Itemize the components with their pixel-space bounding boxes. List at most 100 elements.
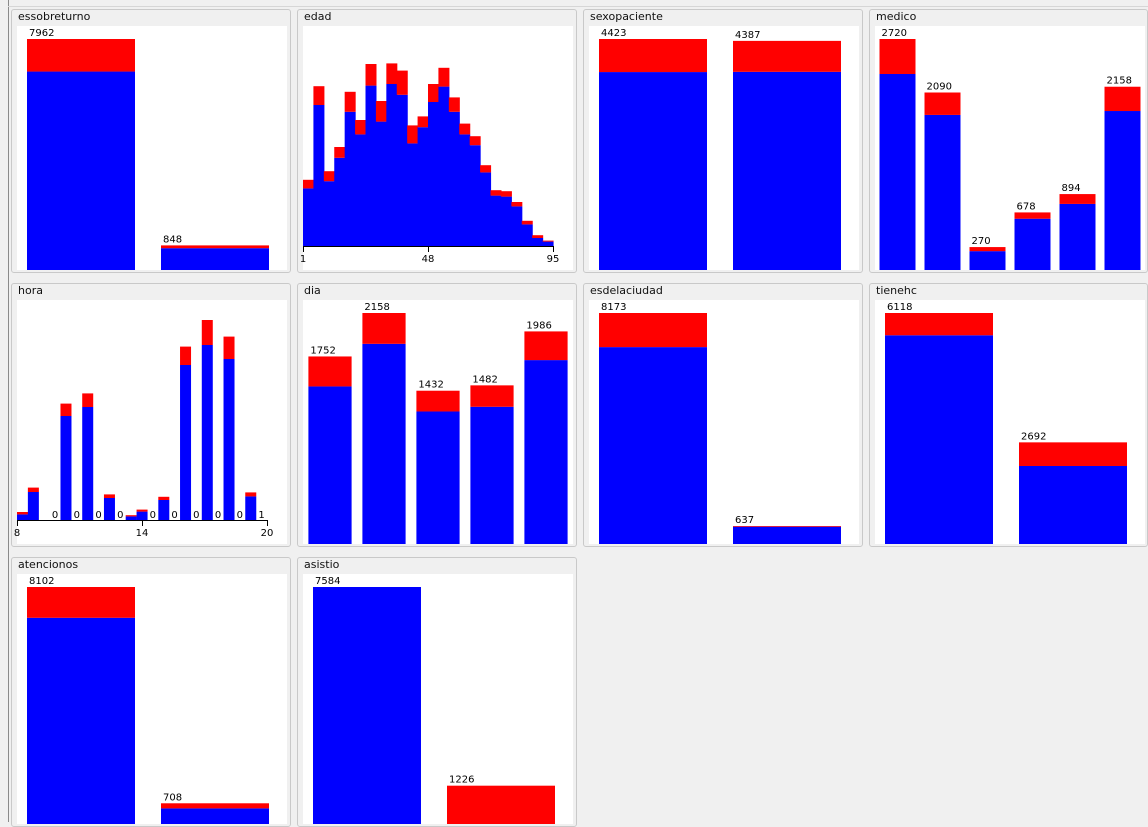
- bar-blue: [416, 411, 460, 544]
- panel-title: essobreturno: [18, 10, 91, 23]
- bin-label: 0: [52, 510, 58, 521]
- bar-blue: [1104, 111, 1141, 271]
- x-tick-label: 1: [300, 254, 306, 265]
- bar-blue: [879, 73, 916, 270]
- bar-red: [733, 525, 841, 527]
- hist-bin-blue: [375, 121, 387, 246]
- bar-blue: [470, 406, 514, 544]
- bar-value-label: 4423: [601, 28, 626, 39]
- hist-bin-blue: [448, 111, 460, 246]
- panel-title: medico: [876, 10, 917, 23]
- hist-bin-blue: [223, 359, 235, 520]
- bar-blue: [599, 347, 707, 544]
- hist-bin-red: [469, 136, 481, 146]
- bar-blue: [969, 251, 1006, 270]
- bar-value-label: 8102: [29, 576, 54, 587]
- bin-label: 0: [193, 510, 199, 521]
- hist-bin-red: [303, 179, 314, 189]
- hist-bin-blue: [542, 241, 554, 246]
- panel-title: atencionos: [18, 558, 79, 571]
- panel-title: tienehc: [876, 284, 917, 297]
- hist-bin-red: [365, 64, 377, 86]
- hist-bin-blue: [158, 500, 170, 520]
- hist-bin-blue: [82, 407, 94, 520]
- hist-bin-red: [103, 494, 115, 498]
- panel-title: dia: [304, 284, 321, 297]
- chart-dia: 1752 2158 1432 1482 1986: [308, 302, 568, 544]
- bar-blue: [733, 71, 841, 270]
- panel-sexopaciente: sexopaciente 4423 4387: [583, 9, 863, 273]
- bar-value-label: 1432: [418, 380, 443, 391]
- hist-bin-blue: [365, 85, 377, 246]
- hist-bin-red: [438, 67, 450, 87]
- bar-red: [1104, 86, 1141, 112]
- panel-atencionos: atencionos 8102 708: [11, 557, 291, 827]
- bar-red: [27, 39, 135, 72]
- bar-blue: [885, 335, 993, 544]
- chart-edad: 1 48 95: [300, 63, 559, 265]
- bar-value-label: 1226: [449, 775, 474, 786]
- bar-blue: [599, 72, 707, 270]
- bar-value-label: 1752: [310, 345, 335, 356]
- bar-red: [1019, 442, 1127, 466]
- panel-title: sexopaciente: [590, 10, 663, 23]
- hist-bin-blue: [532, 238, 544, 246]
- bar-value-label: 4387: [735, 30, 760, 41]
- chart-hora: 0 0 0 0 0 0 0 0 0 1 8 14 20: [14, 320, 274, 539]
- hist-bin-blue: [459, 134, 471, 246]
- hist-bin-red: [136, 509, 148, 512]
- hist-bin-red: [542, 240, 554, 242]
- hist-bin-blue: [355, 134, 367, 246]
- plot-area: 1 48 95: [300, 26, 573, 270]
- hist-bin-blue: [103, 498, 115, 520]
- hist-bin-blue: [490, 195, 502, 246]
- bar-value-label: 637: [735, 515, 754, 526]
- plot-area: 2720 2090 270 678 894 2158: [875, 26, 1145, 271]
- hist-bin-blue: [521, 224, 533, 246]
- panel-asistio: asistio 7584 1226: [297, 557, 577, 827]
- hist-bin-red: [407, 125, 419, 144]
- hist-bin-blue: [323, 181, 335, 246]
- chart-sexopaciente: 4423 4387: [599, 28, 841, 270]
- hist-bin-red: [82, 393, 94, 407]
- hist-bin-blue: [344, 111, 356, 246]
- x-tick-label: 8: [14, 528, 20, 539]
- bin-label: 0: [150, 510, 156, 521]
- x-tick-label: 20: [261, 528, 274, 539]
- hist-bin-red: [511, 202, 523, 207]
- bar-red: [599, 39, 707, 73]
- bar-blue: [27, 71, 135, 270]
- bar-red: [924, 92, 961, 115]
- bar-blue: [524, 360, 568, 544]
- hist-bin-blue: [313, 105, 325, 246]
- hist-bin-red: [60, 403, 72, 416]
- chart-essobreturno: 7962 848: [27, 28, 269, 270]
- bar-value-label: 848: [163, 234, 182, 245]
- bar-value-label: 2692: [1021, 431, 1046, 442]
- bar-value-label: 2720: [882, 28, 907, 39]
- chart-medico: 2720 2090 270 678 894 2158: [879, 28, 1141, 271]
- hist-bin-red: [375, 101, 387, 122]
- hist-bin-red: [180, 346, 192, 365]
- bar-blue: [27, 617, 135, 824]
- plot-area: 8102 708: [17, 574, 287, 824]
- bar-blue: [1019, 465, 1127, 544]
- bar-red: [879, 39, 916, 74]
- hist-bin-red: [490, 190, 502, 196]
- bar-blue: [924, 114, 961, 271]
- hist-bin-red: [223, 336, 235, 359]
- bin-label: 1: [258, 510, 264, 521]
- bar-blue: [161, 808, 269, 824]
- bar-blue: [1059, 203, 1096, 270]
- hist-bin-blue: [438, 86, 450, 246]
- bar-red: [161, 245, 269, 249]
- hist-bin-blue: [17, 514, 28, 520]
- hist-bin-blue: [480, 172, 492, 246]
- panel-title: hora: [18, 284, 43, 297]
- panel-hora: hora 0 0 0 0 0 0 0 0 0 1 8 14 20: [11, 283, 291, 547]
- hist-bin-red: [313, 86, 325, 105]
- bar-red: [308, 356, 352, 387]
- hist-bin-red: [521, 220, 533, 225]
- bar-value-label: 2158: [364, 302, 389, 313]
- plot-area: 0 0 0 0 0 0 0 0 0 1 8 14 20: [14, 300, 287, 544]
